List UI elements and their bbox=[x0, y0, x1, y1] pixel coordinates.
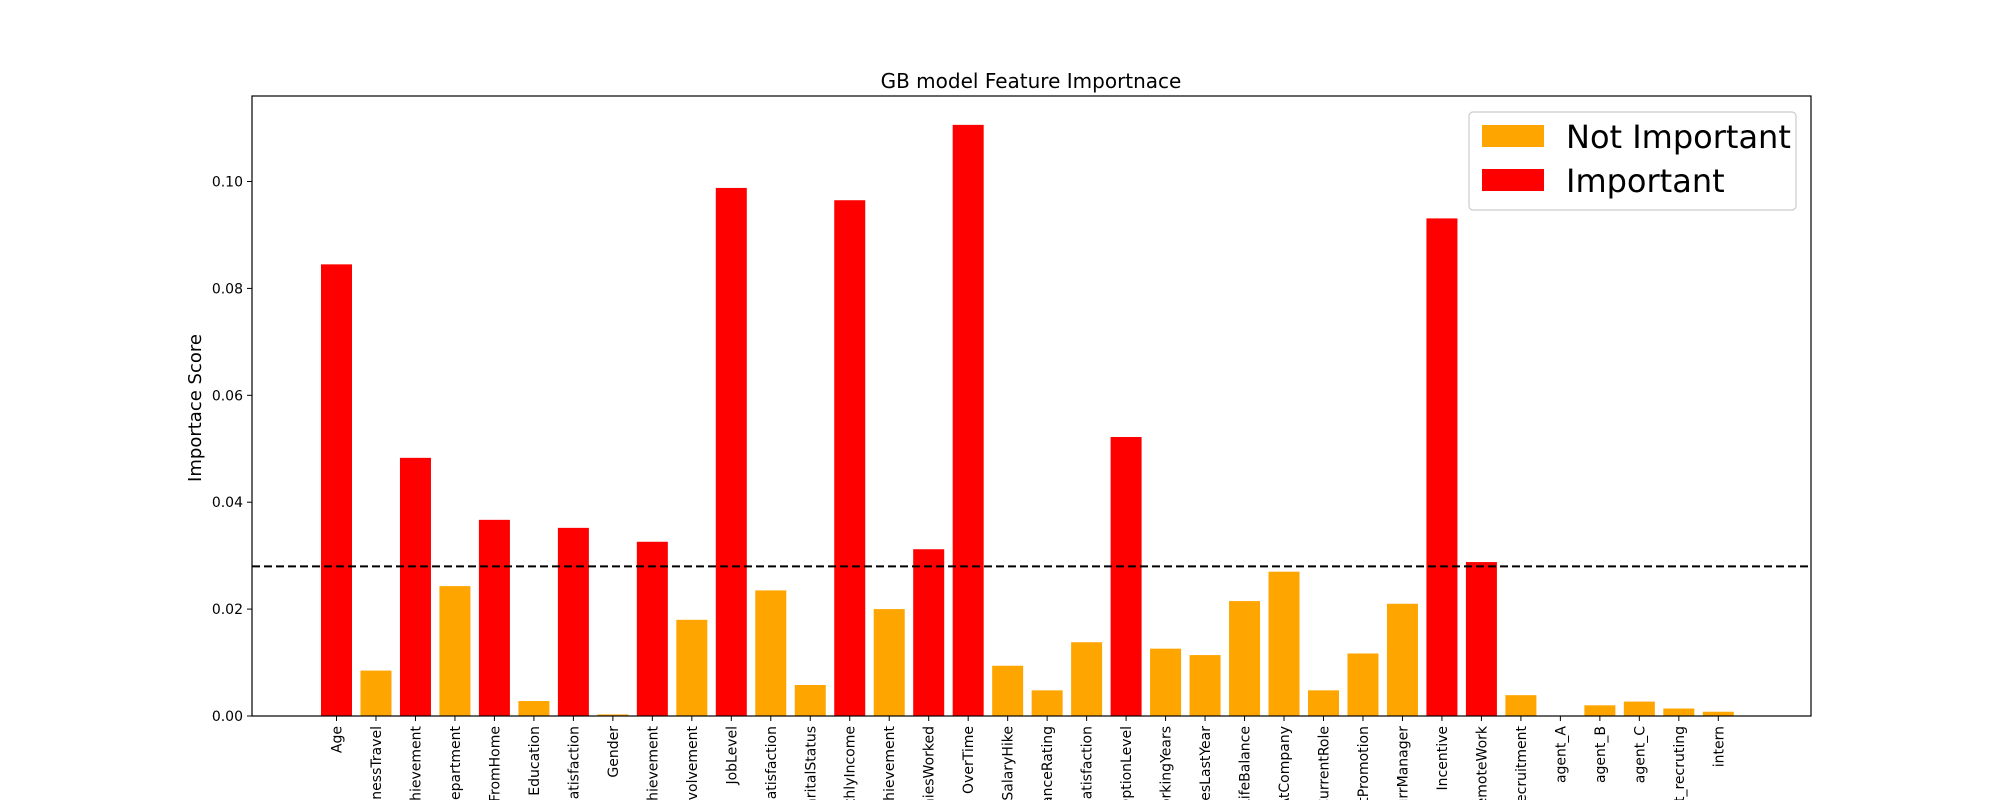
bar-9 bbox=[676, 619, 708, 716]
bars-group bbox=[321, 124, 1734, 717]
y-axis-ticks: 0.00 0.02 0.04 0.06 0.08 0.10 bbox=[212, 175, 252, 725]
legend: Not Important Important bbox=[1468, 111, 1797, 211]
legend-swatch-important bbox=[1482, 169, 1544, 191]
bar-28 bbox=[1426, 218, 1458, 716]
bar-29 bbox=[1465, 562, 1497, 716]
bar-0 bbox=[321, 264, 352, 716]
bar-26 bbox=[1347, 653, 1379, 716]
x-tick-label-25: CurrentRole bbox=[1317, 726, 1333, 800]
bar-35 bbox=[1702, 711, 1734, 716]
chart-title: GB model Feature Importnace bbox=[881, 69, 1182, 93]
legend-swatch-not-important bbox=[1482, 125, 1544, 147]
bar-11 bbox=[755, 590, 787, 716]
x-tick-label-14: hievement bbox=[882, 725, 898, 800]
bar-34 bbox=[1663, 708, 1695, 716]
legend-box bbox=[1468, 111, 1797, 211]
x-tick-label-10: JobLevel bbox=[724, 726, 740, 786]
x-tick-label-4: FromHome bbox=[487, 726, 503, 800]
x-tick-label-20: OptionLevel bbox=[1119, 726, 1135, 800]
bar-13 bbox=[834, 200, 866, 717]
x-tick-label-1: inessTravel bbox=[369, 726, 385, 800]
x-tick-label-11: Satisfaction bbox=[764, 726, 780, 800]
x-tick-label-27: urrManager bbox=[1395, 726, 1411, 800]
bar-17 bbox=[992, 665, 1024, 716]
x-tick-label-8: hievement bbox=[645, 725, 661, 800]
x-tick-label-32: agent_B bbox=[1593, 726, 1609, 783]
x-axis-ticks: Age inessTravel hievement epartment FromHome… bbox=[330, 716, 1727, 800]
bar-2 bbox=[399, 457, 431, 716]
bar-27 bbox=[1386, 603, 1418, 716]
y-axis-title: Importace Score bbox=[185, 334, 206, 482]
x-tick-label-0: Age bbox=[330, 726, 346, 753]
x-tick-label-13: thlyIncome bbox=[843, 726, 859, 800]
bar-3 bbox=[439, 586, 471, 716]
x-tick-label-28: Incentive bbox=[1435, 726, 1451, 790]
bar-20 bbox=[1110, 437, 1142, 716]
y-tick-label-5: 0.10 bbox=[212, 175, 243, 191]
bar-15 bbox=[913, 549, 945, 716]
x-tick-label-22: nesLastYear bbox=[1198, 726, 1214, 800]
plot-frame bbox=[251, 95, 1812, 717]
y-tick-label-3: 0.06 bbox=[212, 388, 243, 404]
bar-18 bbox=[1031, 690, 1063, 716]
x-tick-label-7: Gender bbox=[606, 726, 622, 778]
bar-1 bbox=[360, 670, 392, 716]
bar-25 bbox=[1308, 690, 1339, 716]
x-tick-label-31: agent_A bbox=[1553, 726, 1569, 783]
bar-7 bbox=[597, 714, 629, 716]
bar-32 bbox=[1584, 705, 1616, 716]
bar-30 bbox=[1505, 695, 1537, 716]
legend-label-not-important: Not Important bbox=[1566, 118, 1791, 156]
bar-6 bbox=[557, 527, 589, 716]
x-tick-label-23: LifeBalance bbox=[1238, 726, 1254, 800]
x-tick-label-33: agent_C bbox=[1632, 726, 1648, 783]
bar-22 bbox=[1189, 655, 1221, 716]
x-tick-label-2: hievement bbox=[408, 725, 424, 800]
bar-16 bbox=[952, 124, 984, 717]
x-tick-label-29: emoteWork bbox=[1474, 725, 1490, 800]
bar-5 bbox=[518, 701, 550, 716]
y-tick-label-1: 0.02 bbox=[212, 602, 243, 618]
x-tick-label-5: Education bbox=[527, 726, 543, 796]
bar-14 bbox=[873, 609, 905, 716]
bar-33 bbox=[1623, 701, 1655, 716]
x-tick-label-15: niesWorked bbox=[922, 726, 938, 800]
x-tick-label-16: OverTime bbox=[961, 726, 977, 794]
x-tick-label-35: intern bbox=[1711, 726, 1727, 767]
legend-label-important: Important bbox=[1566, 162, 1725, 200]
x-tick-label-9: nvolvement bbox=[685, 725, 701, 800]
x-tick-label-19: iatisfaction bbox=[1080, 726, 1096, 800]
bar-4 bbox=[478, 519, 510, 716]
x-tick-label-17: SalaryHike bbox=[1001, 726, 1017, 800]
x-tick-label-30: ecruitment bbox=[1514, 725, 1530, 800]
bar-12 bbox=[794, 685, 826, 716]
bar-8 bbox=[636, 541, 668, 716]
x-tick-label-12: aritalStatus bbox=[803, 726, 819, 800]
x-tick-label-3: epartment bbox=[448, 725, 464, 799]
x-tick-label-24: AtCompany bbox=[1277, 726, 1293, 800]
bar-21 bbox=[1150, 648, 1182, 716]
bar-10 bbox=[715, 187, 747, 716]
y-tick-label-0: 0.00 bbox=[212, 709, 243, 725]
bar-24 bbox=[1268, 571, 1300, 716]
x-tick-label-6: iatisfaction bbox=[566, 726, 582, 800]
x-tick-label-26: tPromotion bbox=[1356, 726, 1372, 800]
y-tick-label-2: 0.04 bbox=[212, 495, 243, 511]
bar-23 bbox=[1229, 601, 1261, 716]
x-tick-label-21: orkingYears bbox=[1159, 726, 1175, 800]
bar-19 bbox=[1071, 642, 1103, 716]
y-tick-label-4: 0.08 bbox=[212, 281, 243, 297]
x-tick-label-18: anceRating bbox=[1040, 726, 1056, 800]
x-tick-label-34: t_recruting bbox=[1672, 726, 1688, 800]
